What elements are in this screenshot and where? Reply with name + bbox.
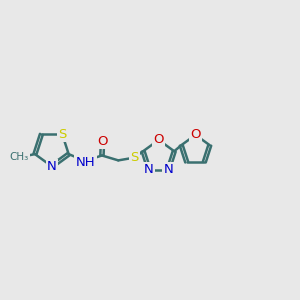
Text: CH₃: CH₃ [10, 152, 29, 162]
Text: N: N [47, 160, 57, 173]
Text: NH: NH [76, 156, 95, 169]
Text: S: S [58, 128, 66, 141]
Text: S: S [130, 151, 138, 164]
Text: O: O [97, 135, 108, 148]
Text: O: O [153, 134, 164, 146]
Text: O: O [190, 128, 201, 141]
Text: N: N [144, 163, 154, 176]
Text: N: N [164, 163, 173, 176]
